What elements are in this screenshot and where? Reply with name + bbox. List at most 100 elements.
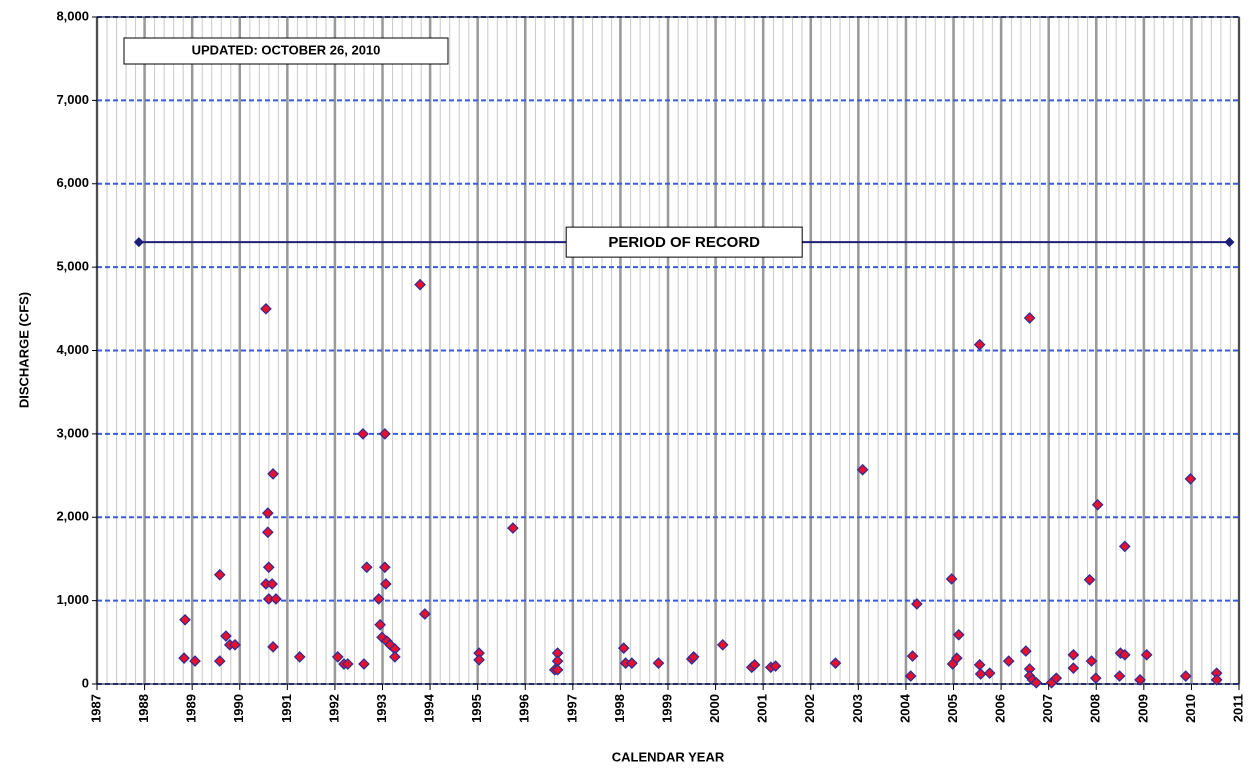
x-tick-label: 1996 [517, 694, 532, 723]
data-point [360, 561, 373, 574]
data-point [687, 651, 700, 663]
data-point [950, 652, 963, 665]
y-tick-label: 3,000 [56, 425, 89, 440]
data-point [293, 651, 306, 663]
x-tick-label: 1994 [422, 693, 437, 723]
x-tick-label: 1989 [184, 694, 199, 723]
data-point [267, 468, 279, 480]
x-tick-label: 2010 [1183, 694, 1198, 723]
data-point [379, 428, 391, 440]
data-point [358, 658, 370, 670]
data-point [911, 598, 923, 610]
data-point [1067, 648, 1080, 661]
y-tick-label: 5,000 [56, 259, 89, 274]
x-tick-label: 2000 [707, 694, 722, 723]
data-point [260, 302, 272, 315]
data-point [178, 652, 190, 665]
data-point [229, 638, 241, 651]
annotation-box [123, 37, 449, 65]
x-tick-label: 2002 [802, 694, 817, 723]
data-point [983, 667, 996, 680]
data-point [414, 278, 426, 291]
data-point [1050, 672, 1063, 685]
x-tick-label: 1991 [279, 694, 294, 723]
data-point [419, 608, 431, 620]
x-tick-label: 2003 [850, 694, 865, 723]
x-tick-label: 1992 [326, 694, 341, 723]
x-axis-title: CALENDAR YEAR [612, 749, 725, 764]
data-point [904, 670, 917, 682]
x-tick-label: 1998 [612, 694, 627, 723]
data-point [652, 657, 665, 670]
x-tick-label: 2001 [755, 694, 770, 723]
record-label: PERIOD OF RECORD [608, 234, 760, 251]
x-tick-label: 2005 [945, 694, 960, 723]
data-point [189, 655, 201, 667]
x-tick-label: 1997 [564, 694, 579, 723]
data-point [1023, 312, 1036, 324]
data-point [1113, 670, 1126, 682]
data-point [974, 668, 987, 680]
data-point [179, 613, 191, 626]
data-point [379, 578, 392, 590]
data-point [973, 338, 986, 351]
data-point [1030, 676, 1043, 689]
data-point [507, 522, 519, 534]
data-point [1184, 473, 1197, 485]
grid [95, 16, 1241, 685]
y-tick-label: 6,000 [56, 175, 89, 190]
data-point [1210, 673, 1223, 686]
data-point [716, 638, 729, 651]
data-point [261, 507, 274, 519]
x-tick-label: 1987 [88, 694, 103, 723]
data-point [473, 653, 485, 666]
data-point [1002, 655, 1015, 667]
annotation: UPDATED: OCTOBER 26, 2010 [192, 42, 381, 57]
data-point [270, 593, 282, 605]
x-tick-label: 1993 [374, 694, 389, 723]
x-tick-label: 2006 [993, 694, 1008, 723]
x-tick-label: 1995 [469, 694, 484, 723]
data-point [829, 657, 842, 670]
data-point [1089, 672, 1102, 685]
y-tick-label: 2,000 [56, 509, 89, 524]
data-point [379, 561, 391, 574]
data-point [389, 651, 401, 663]
data-point [372, 593, 385, 605]
record-endpoint [133, 237, 144, 248]
y-axis-title: DISCHARGE (CFS) [16, 292, 31, 408]
data-point [748, 658, 761, 671]
data-point [1118, 648, 1131, 661]
y-tick-label: 4,000 [56, 342, 89, 357]
data-point [357, 428, 369, 440]
data-point [262, 561, 275, 574]
data-point [1083, 573, 1096, 586]
x-tick-label: 2009 [1135, 694, 1150, 723]
x-tick-label: 1999 [659, 694, 674, 723]
y-tick-label: 1,000 [56, 592, 89, 607]
data-point [1140, 648, 1153, 661]
data-point [769, 660, 782, 672]
data-point [213, 655, 226, 667]
marks: PERIOD OF RECORD [133, 226, 1235, 689]
record-endpoint [1224, 237, 1235, 248]
x-tick-label: 1990 [231, 694, 246, 723]
data-point [1179, 670, 1192, 682]
data-point [856, 463, 869, 476]
data-point [220, 630, 232, 642]
x-tick-label: 1988 [136, 694, 151, 723]
data-point [551, 663, 564, 676]
y-tick-label: 8,000 [56, 8, 89, 23]
data-point [1091, 498, 1104, 511]
data-point [1118, 540, 1131, 553]
data-point [331, 651, 344, 663]
data-point [617, 642, 630, 654]
data-point [625, 657, 638, 670]
x-tick-label: 2011 [1230, 694, 1245, 722]
x-tick-label: 2008 [1088, 694, 1103, 723]
data-point [945, 573, 958, 585]
data-point [1067, 662, 1080, 675]
y-tick-label: 0 [82, 675, 89, 690]
data-point [374, 618, 386, 631]
